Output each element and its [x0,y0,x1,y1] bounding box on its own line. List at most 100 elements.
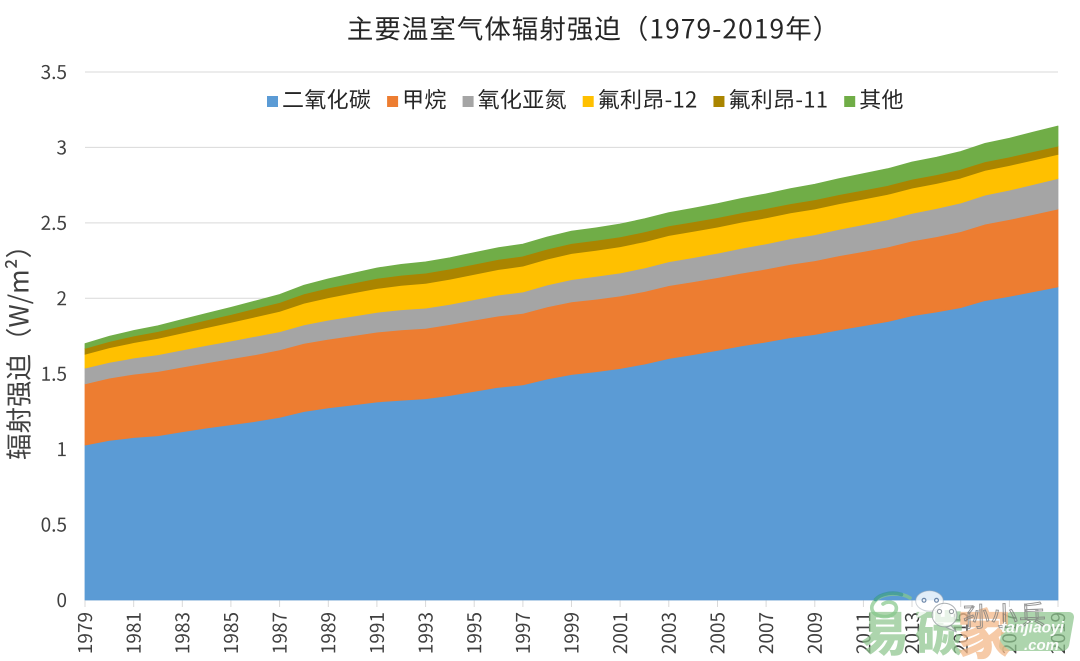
glyph [418,634,433,643]
glyph [175,644,190,653]
glyph [56,65,66,80]
y-tick-label-3 [57,140,66,155]
x-tick-text [467,613,482,653]
glyph [540,16,565,41]
x-axis-ticks [84,599,1059,607]
glyph [613,613,628,621]
glyph [57,592,67,608]
glyph [796,100,803,103]
glyph [564,644,579,653]
glyph [710,644,725,654]
glyph [9,304,29,327]
glyph [512,16,538,41]
glyph [1019,601,1045,628]
glyph [881,89,903,110]
plot-areas [84,125,1059,601]
glyph [759,612,774,622]
glyph [478,89,499,110]
glyph [813,15,821,41]
glyph [467,634,482,643]
y-tick-label-2 [57,291,67,306]
glyph [807,613,822,622]
glyph [598,89,620,110]
glyph [56,517,66,532]
chart-title-text [348,15,821,41]
glyph [375,17,400,41]
glyph [564,613,579,622]
glyph [685,91,697,108]
glyph [402,16,428,41]
glyph [485,16,511,41]
legend-label-1 [404,88,446,110]
glyph [77,613,93,622]
glyph [223,623,239,633]
x-tick-text [856,613,871,654]
x-tick-text [272,612,287,653]
legend-item-0 [267,89,371,110]
watermark-band [999,612,1075,651]
glyph [500,89,522,110]
legend-label-4 [729,89,827,110]
glyph [57,140,66,155]
glyph [515,634,531,643]
glyph [41,64,51,80]
glyph [612,644,628,654]
glyph [523,90,544,108]
x-tick-text [175,613,190,653]
x-tick-label-1981 [126,613,141,653]
y-tick-label-0 [57,592,67,608]
x-tick-label-1985 [223,613,239,653]
glyph [661,613,677,622]
glyph [321,634,336,643]
y-tick-label-3.5 [41,64,66,80]
glyph [594,16,621,41]
glyph [321,644,336,653]
legend-item-5 [844,89,903,110]
x-tick-label-2007 [758,612,774,654]
glyph [697,18,710,39]
glyph [651,18,663,39]
glyph [52,227,56,231]
glyph [126,613,141,621]
glyph [661,623,677,633]
legend-marker-1 [387,96,399,107]
legend-marker-5 [844,96,856,107]
y-tick-label-1.5 [42,366,66,381]
chart-title [348,15,821,41]
legend-item-1 [387,88,446,110]
glyph [665,100,672,103]
glyph [418,613,433,622]
x-tick-text [369,613,385,653]
watermark-brand-tld: .com [1024,637,1059,654]
signature-text [963,601,1045,630]
glyph [58,442,66,457]
x-tick-text [612,613,628,654]
glyph [223,634,239,643]
chat-bubble-eye [948,608,955,615]
legend-marker-0 [267,96,278,107]
legend [267,88,903,110]
watermark-brand: tanjiaoyi [1001,620,1065,637]
glyph [7,381,31,406]
y-axis-title-text [4,250,34,460]
x-tick-label-1991 [369,613,385,653]
glyph [643,89,663,110]
glyph [856,623,871,632]
glyph [7,294,34,304]
chat-bubble-small-tail [945,624,957,633]
glyph [52,76,56,80]
glyph [786,16,811,41]
watermark-signature [963,601,1045,630]
glyph [175,613,190,622]
glyph [283,92,303,108]
chat-bubble-eye [921,597,927,603]
glyph [710,634,725,643]
glyph [77,634,93,643]
x-tick-text [515,612,531,653]
glyph [958,607,1011,660]
glyph [369,644,384,653]
glyph [430,15,455,40]
glyph [272,634,287,643]
glyph [953,644,968,654]
glyph [272,612,287,622]
